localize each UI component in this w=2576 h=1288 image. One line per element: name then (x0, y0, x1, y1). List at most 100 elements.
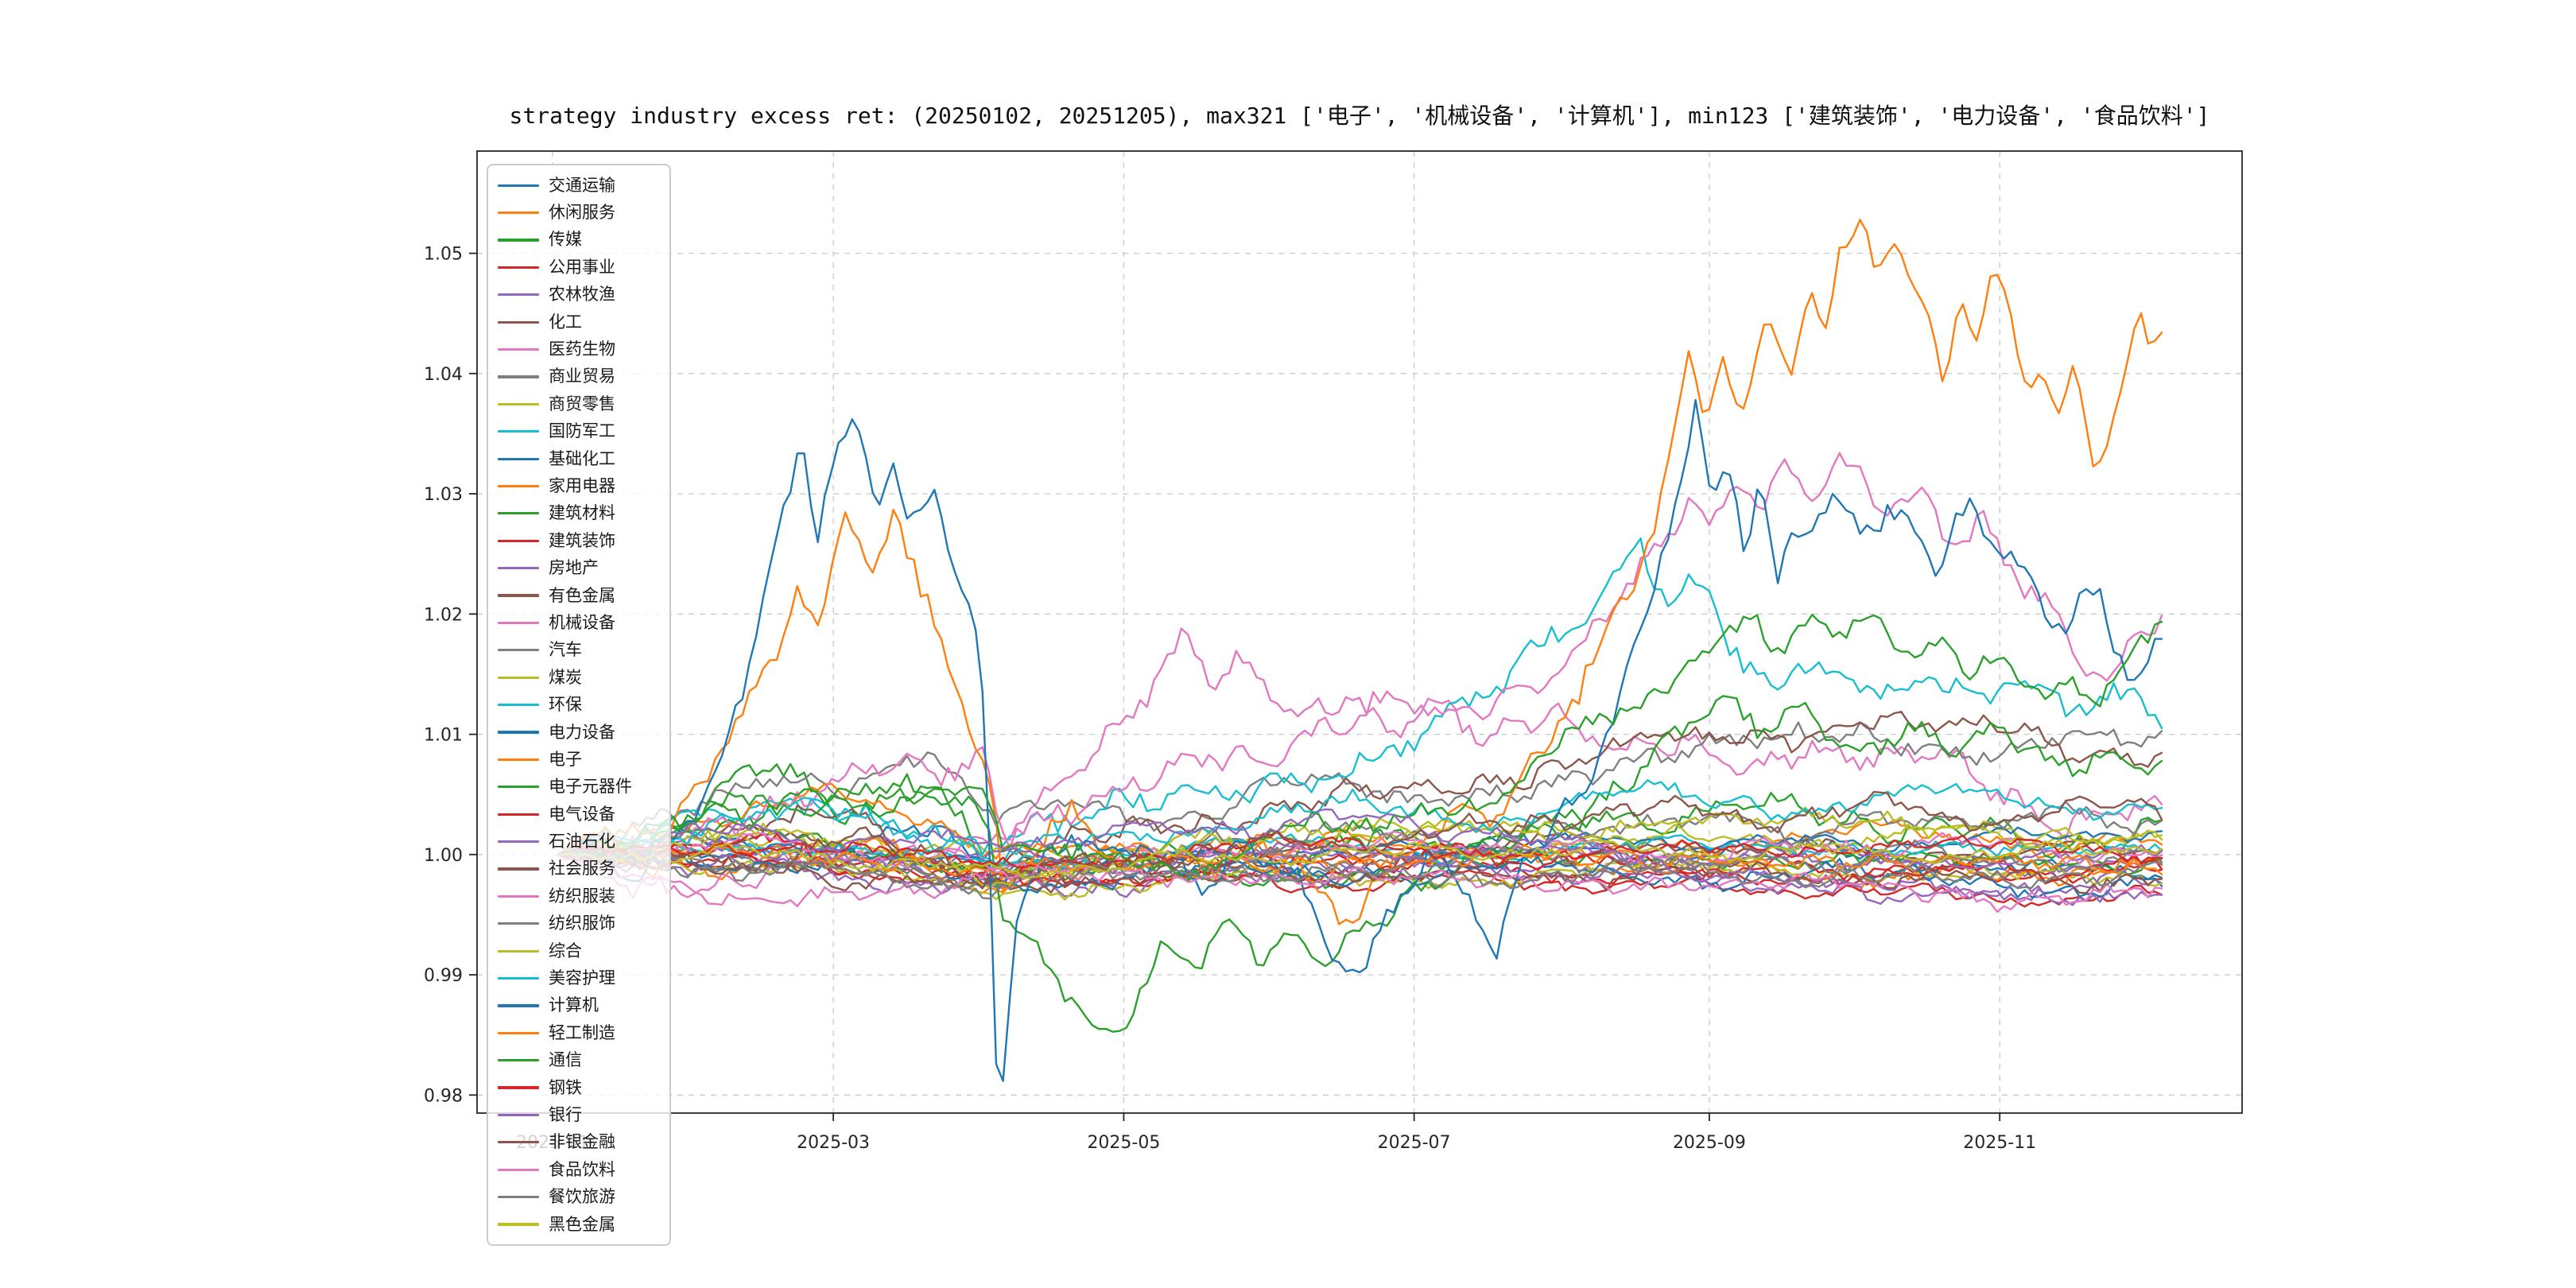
y-tick-label: 1.03 (424, 485, 463, 505)
legend-line-sample (498, 402, 539, 405)
legend-line-sample (498, 976, 539, 980)
legend-item: 建筑材料 (498, 500, 660, 527)
legend-label: 商业贸易 (549, 367, 615, 386)
legend-label: 银行 (549, 1104, 582, 1124)
series-line (556, 835, 2163, 879)
legend-item: 有色金属 (498, 582, 660, 609)
legend-label: 电力设备 (549, 722, 615, 742)
series-line (556, 853, 2163, 914)
legend-item: 美容护理 (498, 964, 660, 991)
legend-label: 家用电器 (549, 475, 615, 495)
legend-line-sample (498, 1196, 539, 1199)
x-tick-label: 2025-07 (1378, 1133, 1451, 1153)
legend-label: 纺织服饰 (549, 914, 615, 933)
legend-label: 社会服务 (549, 859, 615, 879)
series-line (556, 806, 2163, 889)
x-tick-label: 2025-03 (797, 1133, 870, 1153)
series-line (556, 452, 2163, 859)
y-tick-label: 0.99 (424, 966, 463, 986)
y-tick-label: 0.98 (424, 1086, 463, 1106)
chart-title: strategy industry excess ret: (20250102,… (509, 103, 2210, 129)
legend-item: 电力设备 (498, 719, 660, 746)
legend-label: 纺织服装 (549, 886, 615, 906)
legend-item: 交通运输 (498, 172, 660, 199)
legend-label: 非银金融 (549, 1132, 615, 1152)
legend-line-sample (498, 293, 539, 297)
series-line (556, 850, 2163, 900)
legend-line-sample (498, 375, 539, 378)
legend-line-sample (498, 567, 539, 570)
legend-item: 化工 (498, 308, 660, 336)
legend-label: 休闲服务 (549, 203, 615, 223)
series-line (556, 790, 2163, 890)
x-tick-label: 2025-09 (1673, 1133, 1746, 1153)
legend-item: 纺织服装 (498, 883, 660, 910)
series-line (556, 613, 2163, 883)
legend-item: 国防军工 (498, 418, 660, 445)
legend-item: 公用事业 (498, 254, 660, 281)
legend-line-sample (498, 457, 539, 460)
y-tick-label: 1.05 (424, 245, 463, 265)
series-line (556, 852, 2163, 894)
legend-item: 轻工制造 (498, 1019, 660, 1046)
legend-item: 非银金融 (498, 1129, 660, 1156)
legend-item: 基础化工 (498, 445, 660, 472)
legend-line-sample (498, 649, 539, 652)
legend-line-sample (498, 320, 539, 324)
legend-label: 房地产 (549, 558, 599, 578)
legend-line-sample (498, 347, 539, 351)
legend-item: 农林牧渔 (498, 281, 660, 308)
series-line (556, 839, 2163, 892)
legend-line-sample (498, 813, 539, 816)
legend-item: 通信 (498, 1047, 660, 1074)
series-line (556, 627, 2163, 899)
legend-label: 环保 (549, 695, 582, 715)
legend-line-sample (498, 731, 539, 734)
legend-item: 医药生物 (498, 336, 660, 363)
legend-item: 家用电器 (498, 472, 660, 499)
series-line (556, 782, 2163, 891)
legend-item: 食品饮料 (498, 1156, 660, 1183)
legend-item: 煤炭 (498, 664, 660, 691)
legend-line-sample (498, 949, 539, 952)
legend-item: 纺织服饰 (498, 910, 660, 937)
legend-label: 电气设备 (549, 804, 615, 824)
x-tick-label: 2025-11 (1963, 1133, 2036, 1153)
legend-line-sample (498, 840, 539, 844)
series-line (556, 219, 2163, 925)
legend-item: 商贸零售 (498, 390, 660, 417)
legend-item: 传媒 (498, 227, 660, 254)
legend-item: 电气设备 (498, 801, 660, 828)
legend-line-sample (498, 512, 539, 515)
legend-label: 机械设备 (549, 612, 615, 632)
chart-legend: 交通运输休闲服务传媒公用事业农林牧渔化工医药生物商业贸易商贸零售国防军工基础化工… (487, 164, 671, 1247)
legend-line-sample (498, 211, 539, 215)
legend-item: 机械设备 (498, 609, 660, 636)
legend-item: 综合 (498, 937, 660, 964)
legend-line-sample (498, 1223, 539, 1226)
legend-line-sample (498, 484, 539, 488)
y-tick-label: 1.02 (424, 605, 463, 625)
series-group (556, 219, 2163, 1082)
legend-label: 建筑装饰 (549, 530, 615, 550)
legend-label: 传媒 (549, 230, 582, 250)
legend-label: 食品饮料 (549, 1159, 615, 1179)
legend-item: 石油石化 (498, 828, 660, 855)
legend-label: 公用事业 (549, 257, 615, 277)
legend-line-sample (498, 184, 539, 187)
legend-line-sample (498, 1086, 539, 1089)
legend-label: 化工 (549, 312, 582, 332)
legend-line-sample (498, 1004, 539, 1007)
series-line (556, 398, 2163, 1082)
legend-item: 房地产 (498, 554, 660, 581)
legend-label: 国防军工 (549, 421, 615, 441)
legend-item: 计算机 (498, 992, 660, 1019)
legend-item: 商业贸易 (498, 363, 660, 390)
legend-label: 餐饮旅游 (549, 1187, 615, 1207)
y-tick-label: 1.00 (424, 846, 463, 866)
legend-line-sample (498, 266, 539, 269)
legend-line-sample (498, 1031, 539, 1034)
legend-label: 商贸零售 (549, 394, 615, 413)
